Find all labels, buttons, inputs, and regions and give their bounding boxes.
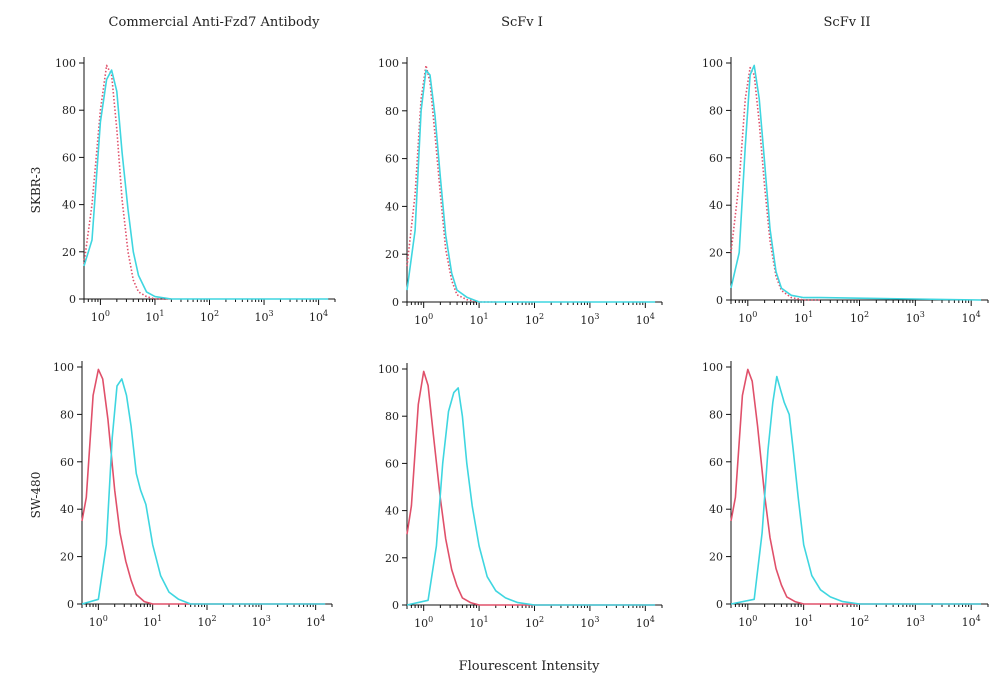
sample-histogram-line xyxy=(730,375,981,605)
y-tick-label: 40 xyxy=(385,505,399,518)
histogram-panel: 0 20 40 60 80 100 100 101 102 103 104 xyxy=(378,57,663,327)
x-tick-label: 102 xyxy=(525,615,544,630)
y-tick-label: 0 xyxy=(392,296,399,309)
x-tick-label: 104 xyxy=(962,614,981,629)
x-tick-label: 102 xyxy=(200,309,219,324)
y-tick-label: 80 xyxy=(385,410,399,423)
y-tick-label: 80 xyxy=(62,104,76,117)
x-tick-label: 101 xyxy=(470,312,489,327)
x-tick-label: 100 xyxy=(414,312,433,327)
column-title-scfv-1: ScFv I xyxy=(501,15,543,30)
x-tick-label: 102 xyxy=(850,310,869,325)
y-tick-label: 100 xyxy=(702,57,723,70)
y-tick-label: 40 xyxy=(709,503,723,516)
x-tick-label: 103 xyxy=(252,614,271,629)
x-tick-label: 104 xyxy=(306,614,325,629)
y-tick-label: 100 xyxy=(378,57,399,70)
histogram-panel: 0 20 40 60 80 100 100 101 102 103 104 xyxy=(702,57,989,325)
y-tick-label: 60 xyxy=(709,152,723,165)
y-tick-label: 80 xyxy=(60,408,74,421)
x-tick-label: 102 xyxy=(525,312,544,327)
control-histogram-line xyxy=(730,368,981,605)
y-tick-label: 100 xyxy=(55,57,76,70)
x-tick-label: 100 xyxy=(738,310,757,325)
column-title-scfv-2: ScFv II xyxy=(824,15,871,30)
y-tick-label: 0 xyxy=(392,599,399,612)
row-label-sw480: SW-480 xyxy=(29,472,43,519)
x-tick-label: 103 xyxy=(906,614,925,629)
histogram-panel: 0 20 40 60 80 100 100 101 102 103 104 xyxy=(55,57,336,324)
x-tick-label: 101 xyxy=(794,614,813,629)
x-tick-label: 101 xyxy=(470,615,489,630)
y-tick-label: 20 xyxy=(709,551,723,564)
x-tick-label: 101 xyxy=(143,614,162,629)
x-tick-label: 104 xyxy=(636,615,655,630)
histogram-panel: 0 20 40 60 80 100 100 101 102 103 104 xyxy=(378,363,663,630)
y-tick-label: 60 xyxy=(709,456,723,469)
control-histogram-line xyxy=(406,370,656,606)
y-tick-label: 60 xyxy=(62,151,76,164)
y-tick-label: 40 xyxy=(62,199,76,212)
y-tick-label: 20 xyxy=(385,248,399,261)
sample-histogram-line xyxy=(406,69,656,303)
y-tick-label: 60 xyxy=(385,457,399,470)
sample-histogram-line xyxy=(730,64,982,301)
x-axis-label: Flourescent Intensity xyxy=(459,659,601,674)
y-tick-label: 80 xyxy=(385,105,399,118)
x-tick-label: 101 xyxy=(145,309,164,324)
y-tick-label: 40 xyxy=(709,199,723,212)
control-histogram-line xyxy=(83,64,172,300)
y-tick-label: 40 xyxy=(385,200,399,213)
y-tick-label: 0 xyxy=(67,598,74,611)
control-histogram-line xyxy=(81,368,326,605)
histogram-panel: 0 20 40 60 80 100 100 101 102 103 104 xyxy=(702,361,989,629)
y-tick-label: 80 xyxy=(709,408,723,421)
y-tick-label: 0 xyxy=(716,294,723,307)
y-tick-label: 0 xyxy=(69,293,76,306)
x-tick-label: 102 xyxy=(850,614,869,629)
y-tick-label: 0 xyxy=(716,598,723,611)
x-tick-label: 100 xyxy=(414,615,433,630)
x-tick-label: 103 xyxy=(906,310,925,325)
x-tick-label: 101 xyxy=(794,310,813,325)
x-tick-label: 104 xyxy=(636,312,655,327)
y-tick-label: 20 xyxy=(60,551,74,564)
y-tick-label: 60 xyxy=(385,153,399,166)
x-tick-label: 100 xyxy=(738,614,757,629)
y-tick-label: 100 xyxy=(53,361,74,374)
y-tick-label: 40 xyxy=(60,503,74,516)
row-label-skbr3: SKBR-3 xyxy=(29,167,43,214)
x-tick-label: 104 xyxy=(962,310,981,325)
column-title-commercial-antibody: Commercial Anti-Fzd7 Antibody xyxy=(109,15,321,30)
histogram-panel: 0 20 40 60 80 100 100 101 102 103 104 xyxy=(53,361,333,629)
x-tick-label: 103 xyxy=(254,309,273,324)
y-tick-label: 60 xyxy=(60,456,74,469)
sample-histogram-line xyxy=(406,387,656,606)
control-histogram-line xyxy=(730,66,821,301)
x-tick-label: 103 xyxy=(580,615,599,630)
x-tick-label: 100 xyxy=(89,614,108,629)
control-histogram-line xyxy=(406,64,496,303)
histogram-panels: 0 20 40 60 80 100 100 101 102 103 104 0 20 40 60 80 100 1… xyxy=(53,57,989,630)
x-tick-label: 103 xyxy=(580,312,599,327)
x-tick-label: 100 xyxy=(91,309,110,324)
y-tick-label: 20 xyxy=(62,246,76,259)
y-tick-label: 100 xyxy=(378,363,399,376)
y-tick-label: 100 xyxy=(702,361,723,374)
y-tick-label: 80 xyxy=(709,104,723,117)
y-tick-label: 20 xyxy=(385,552,399,565)
y-tick-label: 20 xyxy=(709,247,723,260)
sample-histogram-line xyxy=(83,69,329,300)
x-tick-label: 104 xyxy=(309,309,328,324)
sample-histogram-line xyxy=(81,378,326,605)
x-tick-label: 102 xyxy=(197,614,216,629)
